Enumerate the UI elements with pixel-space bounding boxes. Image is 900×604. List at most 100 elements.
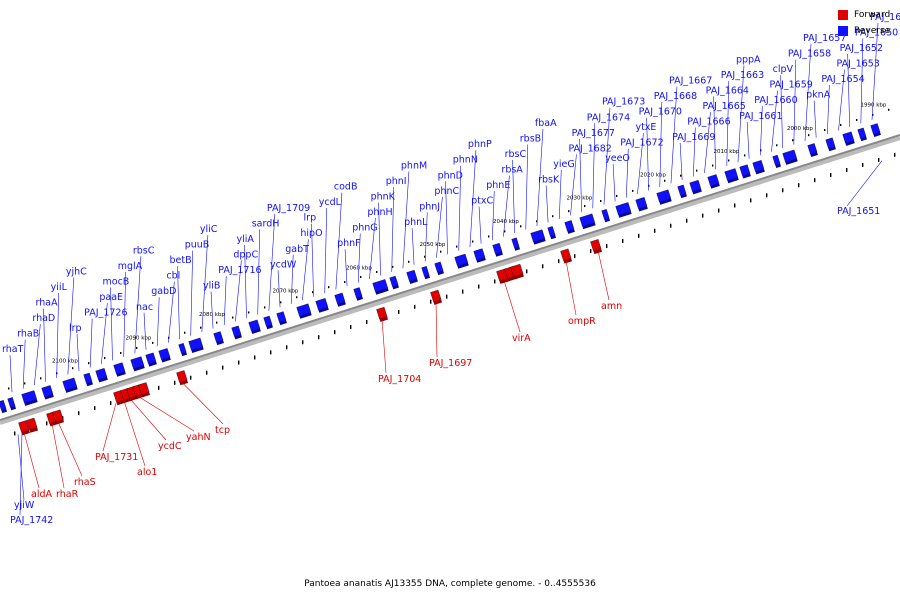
reverse-gene-block-shade bbox=[1, 408, 8, 414]
tick-mark-lower bbox=[478, 284, 480, 289]
reverse-leader-line bbox=[679, 142, 683, 181]
reverse-leader-line bbox=[190, 250, 194, 336]
reverse-gene-label: gabD bbox=[151, 286, 176, 297]
tick-mark-lower bbox=[206, 370, 208, 375]
tick-mark-upper bbox=[776, 144, 778, 147]
reverse-leader-line bbox=[603, 107, 611, 205]
reverse-gene-label: PAJ_1650 bbox=[855, 27, 898, 38]
tick-mark-lower bbox=[814, 178, 816, 183]
forward-leader-line bbox=[503, 280, 521, 333]
tick-mark-lower bbox=[318, 335, 320, 340]
forward-gene-block bbox=[52, 409, 65, 425]
reverse-gene-block-shade bbox=[133, 365, 145, 372]
reverse-gene-block bbox=[724, 168, 739, 184]
forward-gene-label: alo1 bbox=[137, 467, 157, 478]
reverse-gene-label: phnL bbox=[404, 217, 428, 228]
reverse-gene-label: PAJ_1657 bbox=[803, 33, 846, 44]
tick-mark-upper bbox=[424, 255, 426, 258]
reverse-gene-label: phnF bbox=[337, 238, 361, 249]
reverse-leader-line bbox=[56, 293, 59, 379]
reverse-gene-label: rhaA bbox=[36, 298, 59, 309]
reverse-leader-line bbox=[391, 186, 395, 272]
tick-mark-upper bbox=[184, 331, 186, 334]
tick-mark-upper bbox=[24, 382, 26, 385]
forward-gene-block bbox=[510, 263, 524, 280]
forward-gene-label: aldA bbox=[31, 489, 52, 500]
reverse-gene-block-shade bbox=[266, 324, 273, 330]
reverse-leader-line bbox=[436, 196, 443, 258]
reverse-gene-block-shade bbox=[44, 393, 54, 400]
reverse-leader-line bbox=[445, 181, 448, 255]
reverse-gene-block-shade bbox=[775, 163, 782, 169]
tick-mark-lower bbox=[718, 208, 720, 213]
tick-mark-lower bbox=[494, 279, 496, 284]
tick-mark-upper bbox=[456, 245, 458, 248]
forward-gene-block bbox=[430, 289, 443, 305]
tick-mark-lower bbox=[286, 345, 288, 350]
forward-gene-label: ycdC bbox=[158, 441, 182, 452]
forward-leader-line bbox=[137, 396, 195, 432]
reverse-leader-line bbox=[424, 212, 428, 262]
forward-gene-label: PAJ_1731 bbox=[95, 452, 138, 463]
reverse-gene-label: PAJ_1649 bbox=[870, 12, 900, 23]
track-line bbox=[0, 134, 900, 421]
reverse-leader-line bbox=[659, 102, 663, 188]
reverse-gene-label: phnG bbox=[352, 223, 377, 234]
reverse-gene-label: phnK bbox=[371, 191, 396, 202]
tick-mark-lower bbox=[366, 320, 368, 324]
reverse-gene-block-shade bbox=[476, 257, 486, 263]
reverse-gene-label: phnH bbox=[367, 207, 392, 218]
reverse-gene-label: PAJ_1660 bbox=[754, 95, 797, 106]
reverse-gene-label: PAJ_1666 bbox=[687, 116, 730, 127]
reverse-gene-block bbox=[689, 179, 702, 195]
reverse-gene-block-shade bbox=[514, 246, 521, 251]
reverse-leader-line bbox=[760, 106, 763, 156]
forward-gene-block-shade bbox=[29, 427, 39, 433]
reverse-leader-line bbox=[235, 260, 242, 322]
tick-mark-upper bbox=[8, 387, 10, 390]
reverse-gene-block-body bbox=[530, 229, 545, 243]
reverse-gene-label: ptxC bbox=[471, 196, 493, 207]
tick-mark-upper bbox=[856, 118, 858, 121]
reverse-leader-line bbox=[378, 202, 381, 276]
tick-mark-lower bbox=[526, 269, 528, 274]
reverse-gene-label: paaE bbox=[99, 292, 123, 303]
forward-gene-label: PAJ_1704 bbox=[378, 374, 421, 385]
reverse-leader-line bbox=[847, 53, 850, 127]
reverse-gene-block-shade bbox=[148, 361, 157, 367]
scale-label: 2090 kbp bbox=[126, 335, 152, 341]
reverse-gene-label: PAJ_1667 bbox=[669, 76, 712, 87]
reverse-leader-line bbox=[67, 277, 75, 375]
reverse-gene-label: yliB bbox=[203, 281, 220, 292]
forward-gene-block-shade bbox=[179, 379, 189, 386]
reverse-gene-block bbox=[315, 298, 329, 313]
reverse-leader-line bbox=[746, 121, 750, 159]
reverse-gene-block-shade bbox=[98, 376, 108, 383]
forward-leader-line bbox=[565, 260, 577, 316]
tick-mark-lower bbox=[734, 203, 736, 208]
forward-gene-block-shade bbox=[21, 430, 31, 436]
reverse-gene-label-lower: yjiW bbox=[14, 500, 35, 511]
tick-mark-lower bbox=[350, 325, 352, 330]
forward-gene-label: rhaS bbox=[74, 477, 96, 488]
reverse-gene-label: yjhC bbox=[66, 267, 87, 278]
reverse-leader-line bbox=[76, 333, 80, 371]
reverse-gene-label: PAJ_1709 bbox=[267, 203, 310, 214]
legend-reverse: Reverse bbox=[838, 24, 890, 38]
reverse-gene-block-body bbox=[263, 315, 273, 327]
tick-mark-upper bbox=[264, 306, 266, 309]
reverse-gene-block-shade bbox=[424, 274, 431, 280]
reverse-leader-line bbox=[357, 233, 361, 283]
reverse-gene-block bbox=[145, 352, 157, 367]
reverse-gene-block-shade bbox=[191, 346, 204, 353]
forward-gene-block-shade bbox=[379, 316, 389, 322]
reverse-leader-line bbox=[704, 111, 711, 173]
reverse-gene-label: rbsC bbox=[505, 149, 527, 160]
tick-mark-upper bbox=[376, 270, 378, 273]
reverse-gene-block bbox=[130, 356, 145, 372]
reverse-gene-block-shade bbox=[638, 205, 648, 212]
reverse-gene-label: phnN bbox=[453, 155, 478, 166]
reverse-gene-block bbox=[473, 248, 486, 263]
tick-mark-lower bbox=[558, 259, 560, 264]
reverse-gene-block-body bbox=[772, 154, 781, 166]
